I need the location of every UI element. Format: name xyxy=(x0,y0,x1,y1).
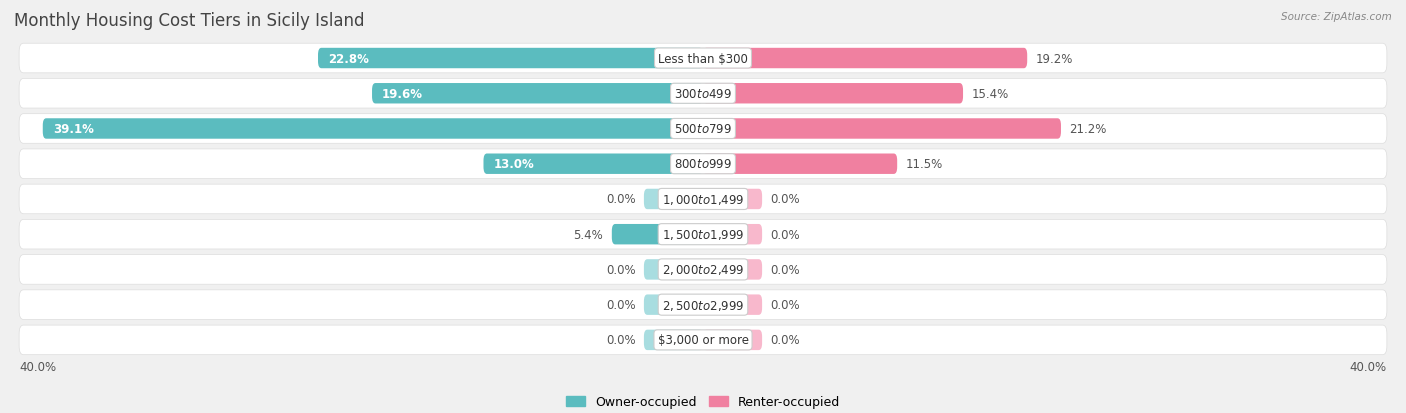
Text: 0.0%: 0.0% xyxy=(606,193,636,206)
Text: 0.0%: 0.0% xyxy=(770,334,800,347)
Text: 21.2%: 21.2% xyxy=(1070,123,1107,135)
Text: 0.0%: 0.0% xyxy=(770,228,800,241)
FancyBboxPatch shape xyxy=(20,255,1386,285)
Text: 0.0%: 0.0% xyxy=(770,299,800,311)
FancyBboxPatch shape xyxy=(20,114,1386,144)
FancyBboxPatch shape xyxy=(20,79,1386,109)
Text: 0.0%: 0.0% xyxy=(770,193,800,206)
FancyBboxPatch shape xyxy=(42,119,703,139)
FancyBboxPatch shape xyxy=(703,84,963,104)
FancyBboxPatch shape xyxy=(703,154,897,175)
Text: 0.0%: 0.0% xyxy=(606,263,636,276)
Text: 40.0%: 40.0% xyxy=(20,360,56,373)
Text: Source: ZipAtlas.com: Source: ZipAtlas.com xyxy=(1281,12,1392,22)
FancyBboxPatch shape xyxy=(703,119,1062,139)
Text: 15.4%: 15.4% xyxy=(972,88,1008,100)
FancyBboxPatch shape xyxy=(20,44,1386,74)
FancyBboxPatch shape xyxy=(20,220,1386,249)
Text: 0.0%: 0.0% xyxy=(606,299,636,311)
Text: $300 to $499: $300 to $499 xyxy=(673,88,733,100)
FancyBboxPatch shape xyxy=(644,330,703,350)
FancyBboxPatch shape xyxy=(703,49,1028,69)
Legend: Owner-occupied, Renter-occupied: Owner-occupied, Renter-occupied xyxy=(567,396,839,408)
FancyBboxPatch shape xyxy=(703,295,762,315)
FancyBboxPatch shape xyxy=(20,290,1386,320)
FancyBboxPatch shape xyxy=(703,224,762,245)
Text: 11.5%: 11.5% xyxy=(905,158,943,171)
FancyBboxPatch shape xyxy=(484,154,703,175)
FancyBboxPatch shape xyxy=(703,260,762,280)
FancyBboxPatch shape xyxy=(644,189,703,210)
Text: 22.8%: 22.8% xyxy=(328,52,368,65)
FancyBboxPatch shape xyxy=(703,330,762,350)
Text: 39.1%: 39.1% xyxy=(53,123,94,135)
Text: $1,000 to $1,499: $1,000 to $1,499 xyxy=(662,192,744,206)
FancyBboxPatch shape xyxy=(644,260,703,280)
Text: $3,000 or more: $3,000 or more xyxy=(658,334,748,347)
FancyBboxPatch shape xyxy=(373,84,703,104)
Text: 19.2%: 19.2% xyxy=(1036,52,1073,65)
FancyBboxPatch shape xyxy=(318,49,703,69)
Text: $800 to $999: $800 to $999 xyxy=(673,158,733,171)
FancyBboxPatch shape xyxy=(20,150,1386,179)
Text: $2,500 to $2,999: $2,500 to $2,999 xyxy=(662,298,744,312)
Text: 0.0%: 0.0% xyxy=(606,334,636,347)
Text: Monthly Housing Cost Tiers in Sicily Island: Monthly Housing Cost Tiers in Sicily Isl… xyxy=(14,12,364,30)
FancyBboxPatch shape xyxy=(20,185,1386,214)
FancyBboxPatch shape xyxy=(20,325,1386,355)
Text: $500 to $799: $500 to $799 xyxy=(673,123,733,135)
Text: 19.6%: 19.6% xyxy=(382,88,423,100)
FancyBboxPatch shape xyxy=(644,295,703,315)
Text: Less than $300: Less than $300 xyxy=(658,52,748,65)
FancyBboxPatch shape xyxy=(703,189,762,210)
FancyBboxPatch shape xyxy=(612,224,703,245)
Text: 40.0%: 40.0% xyxy=(1350,360,1386,373)
Text: 13.0%: 13.0% xyxy=(494,158,534,171)
Text: 5.4%: 5.4% xyxy=(574,228,603,241)
Text: $1,500 to $1,999: $1,500 to $1,999 xyxy=(662,228,744,242)
Text: 0.0%: 0.0% xyxy=(770,263,800,276)
Text: $2,000 to $2,499: $2,000 to $2,499 xyxy=(662,263,744,277)
